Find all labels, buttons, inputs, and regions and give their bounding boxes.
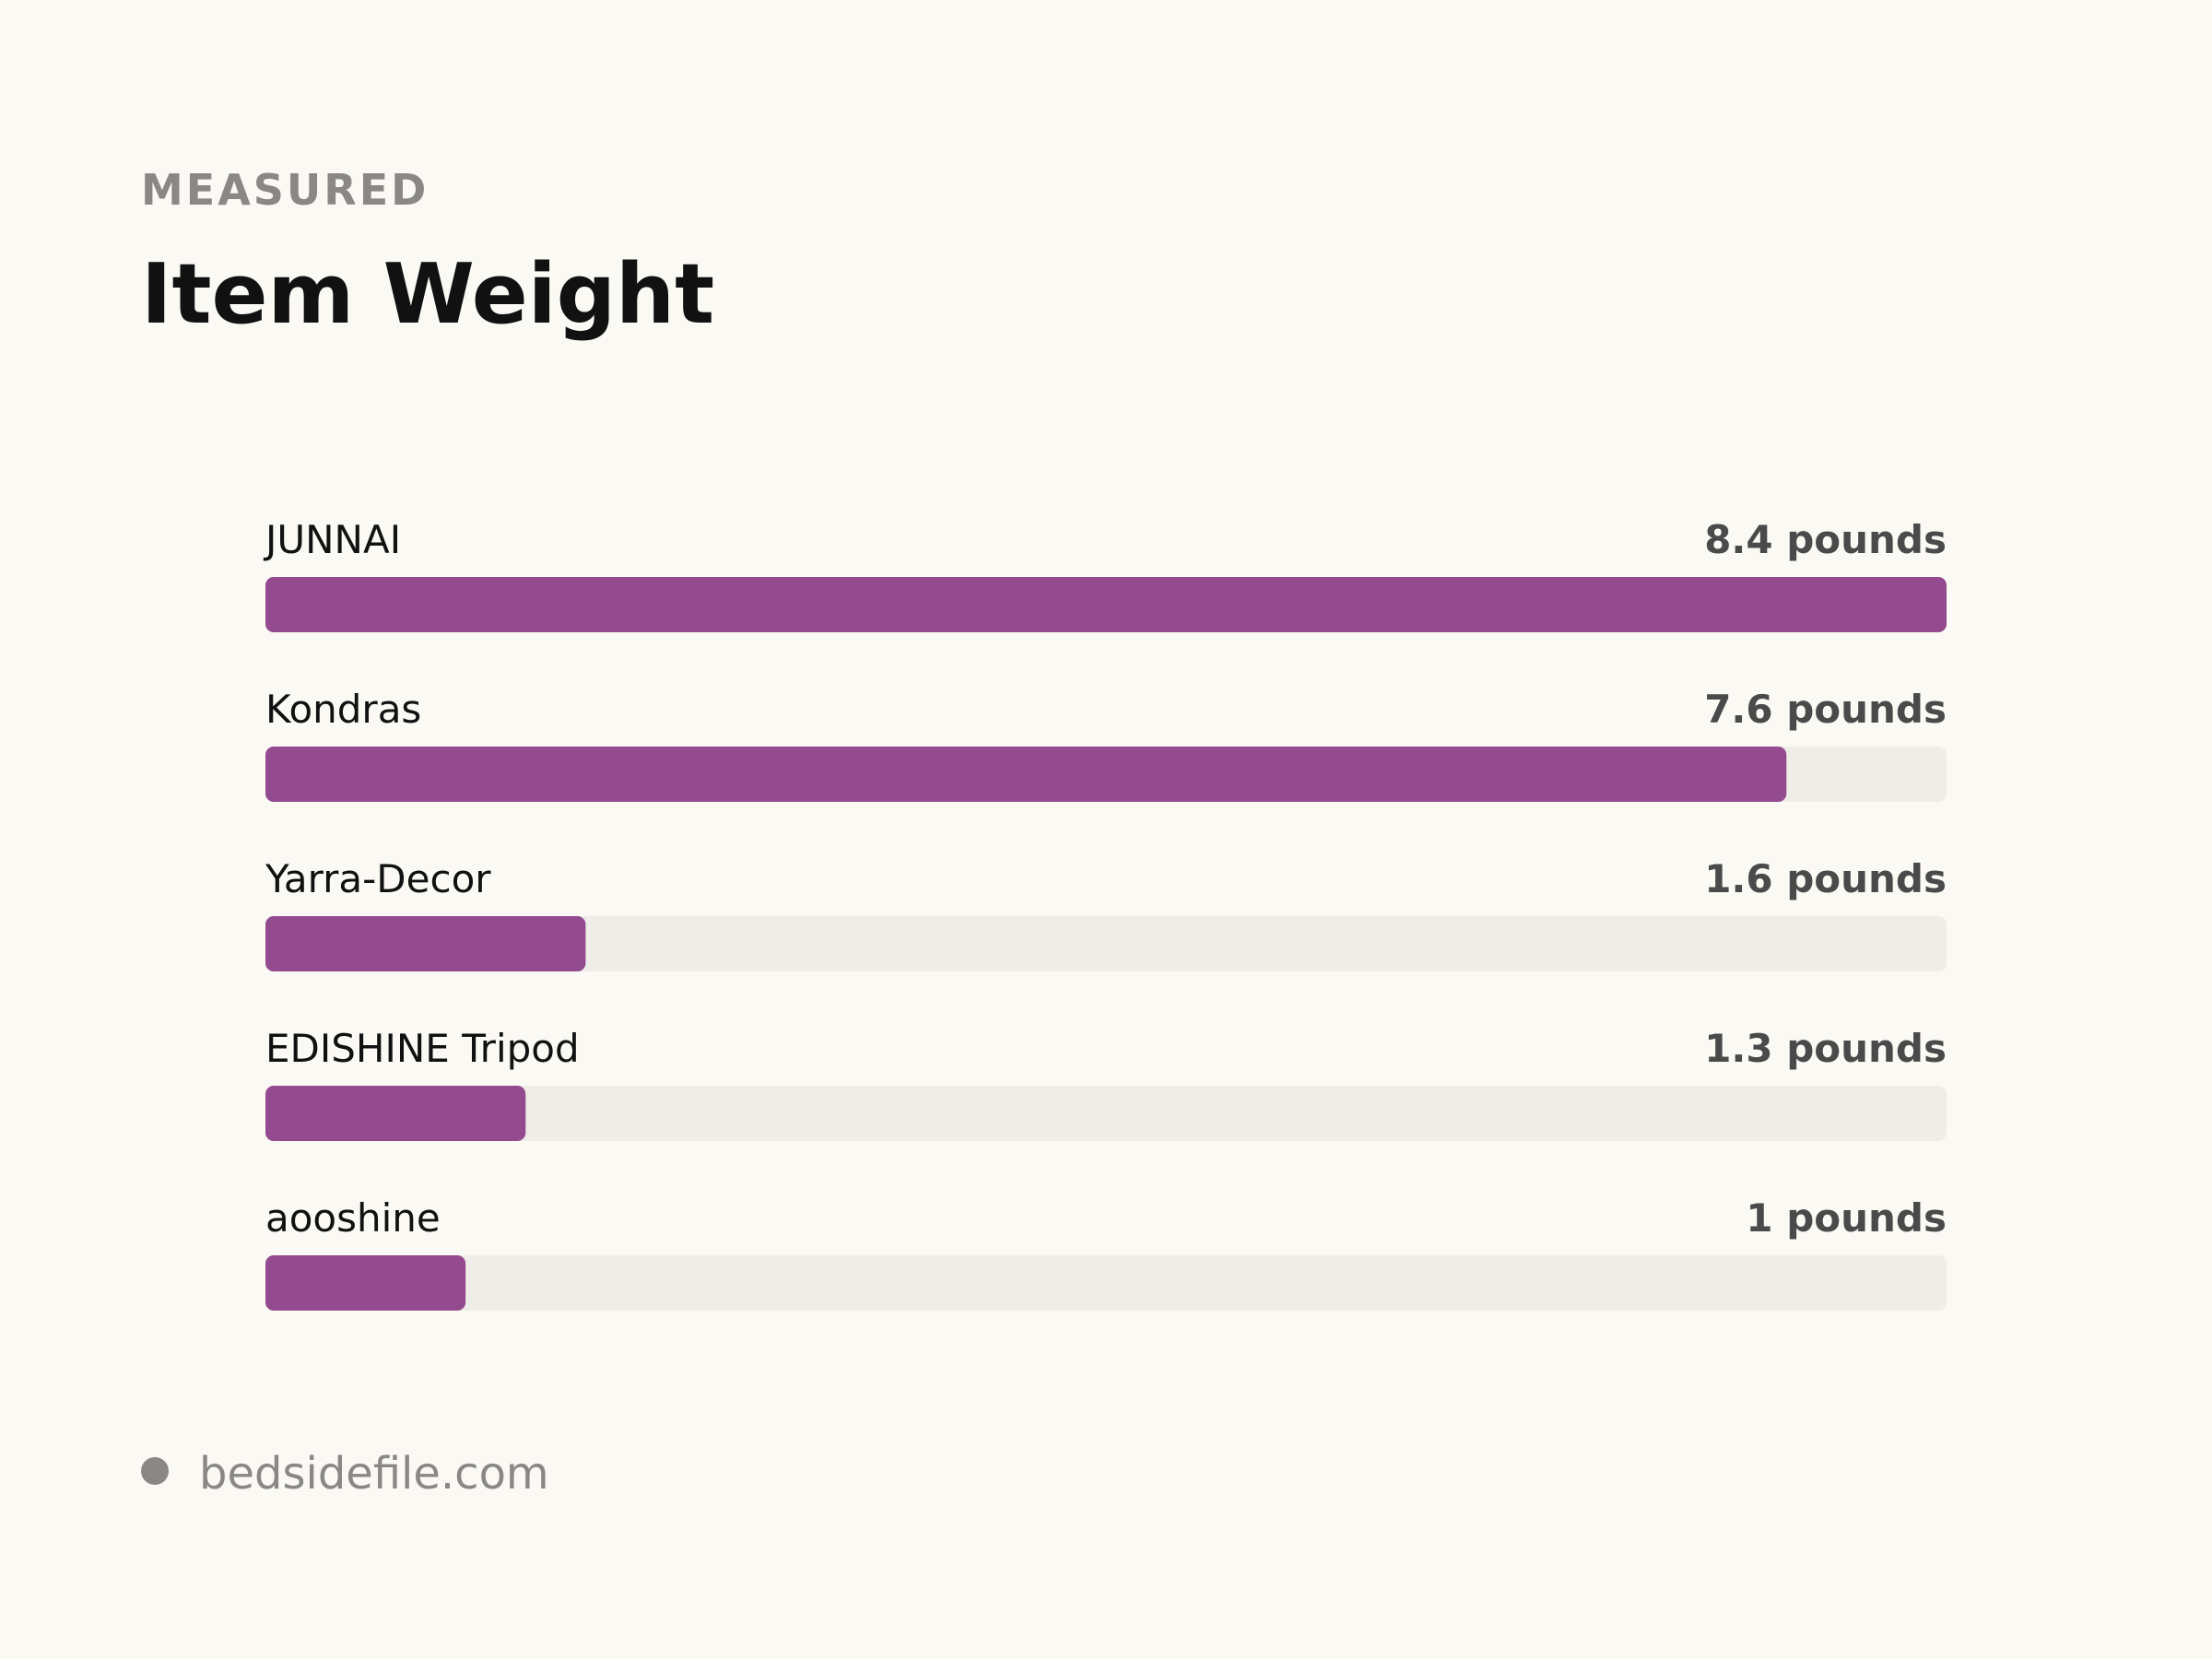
category-label: JUNNAI <box>263 517 401 562</box>
bar-track <box>265 916 1947 971</box>
bar <box>265 747 1787 802</box>
value-label: 7.6 pounds <box>1704 687 1947 732</box>
bar <box>265 1086 526 1141</box>
value-label: 1.6 pounds <box>1704 856 1947 901</box>
bar-track <box>265 1086 1947 1141</box>
bar <box>265 1255 466 1311</box>
source: bedsidefile.com <box>199 1448 549 1500</box>
chart-title: Item Weight <box>141 246 714 343</box>
bar <box>265 577 1947 632</box>
category-label: Kondras <box>265 687 421 732</box>
bar-track <box>265 1255 1947 1311</box>
value-label: 1.3 pounds <box>1704 1026 1947 1071</box>
bar <box>265 916 586 971</box>
category-label: EDISHINE Tripod <box>265 1026 580 1071</box>
value-label: 8.4 pounds <box>1704 517 1947 562</box>
category-label: aooshine <box>265 1195 441 1241</box>
value-label: 1 pounds <box>1746 1195 1947 1241</box>
source-dot <box>141 1457 169 1485</box>
category-label: Yarra-Decor <box>265 856 491 901</box>
eyebrow: MEASURED <box>141 165 429 215</box>
